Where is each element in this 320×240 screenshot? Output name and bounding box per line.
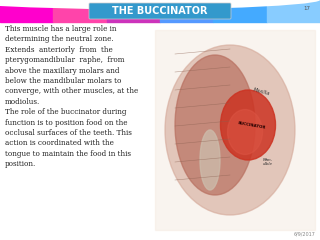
Ellipse shape [165,45,295,215]
Bar [160,0,213,22]
PathPatch shape [0,0,320,9]
Bar [107,0,160,22]
Text: This muscle has a large role in
determining the neutral zone.
Extends  anteriorl: This muscle has a large role in determin… [5,25,138,168]
Ellipse shape [228,109,262,155]
Bar [267,0,320,22]
Bar [53,0,107,22]
Ellipse shape [200,130,220,190]
FancyBboxPatch shape [89,3,231,19]
Text: BUCCINATOR: BUCCINATOR [238,120,266,129]
Text: 6/9/2017: 6/9/2017 [293,232,315,237]
Text: Maxilla: Maxilla [253,87,271,97]
Text: Man-
dible: Man- dible [263,158,273,166]
Ellipse shape [220,90,276,160]
Ellipse shape [175,55,255,195]
Text: THE BUCCINATOR: THE BUCCINATOR [112,6,208,16]
Text: 17: 17 [303,6,310,11]
Bar [213,0,267,22]
Bar [155,30,315,230]
Bar [0,0,53,22]
